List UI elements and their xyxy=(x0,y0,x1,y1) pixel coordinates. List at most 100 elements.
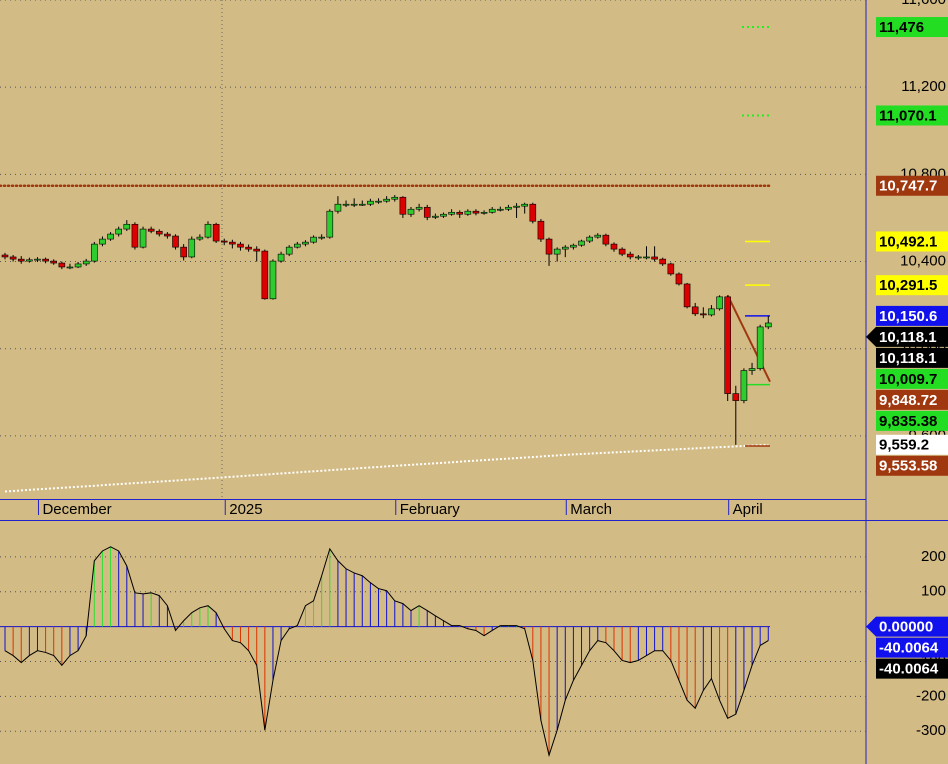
price-tag: 0.00000 xyxy=(866,616,948,637)
x-tick-label: April xyxy=(733,501,763,518)
tag-label: 9,835.38 xyxy=(879,413,937,430)
candle-body xyxy=(237,243,244,248)
candle-body xyxy=(732,393,740,401)
tag-box xyxy=(876,17,948,38)
candle-body xyxy=(220,240,228,243)
y-tick-label: 100 xyxy=(921,583,946,600)
candle-body xyxy=(497,208,504,211)
tag-box xyxy=(876,658,948,679)
tag-label: 10,150.6 xyxy=(879,308,937,325)
candle-body xyxy=(99,238,106,245)
price-tag: 11,070.1 xyxy=(876,105,948,126)
candle-body xyxy=(172,235,179,248)
candle-body xyxy=(464,210,472,215)
candle-body xyxy=(561,246,569,250)
tag-box xyxy=(876,455,948,476)
candle-body xyxy=(42,258,49,262)
x-tick-label: 2025 xyxy=(229,501,262,518)
candle-body xyxy=(188,238,196,258)
tag-label: 10,492.1 xyxy=(879,233,937,250)
candle-body xyxy=(180,246,187,258)
candle-body xyxy=(334,203,342,212)
candle-body xyxy=(724,296,731,394)
tag-box xyxy=(876,389,948,410)
candle-body xyxy=(626,253,634,258)
y-tick-label: 10,400 xyxy=(900,253,946,270)
candle-body xyxy=(602,234,610,245)
candle-body xyxy=(513,205,520,208)
candle-body xyxy=(618,248,626,255)
candle-body xyxy=(358,203,366,206)
candle-body xyxy=(383,198,390,202)
tag-arrow xyxy=(866,326,876,347)
price-tag: 10,118.1 xyxy=(866,326,948,347)
candle-body xyxy=(440,213,447,217)
price-tag: 10,747.7 xyxy=(876,175,948,196)
candle-body xyxy=(269,260,277,300)
candle-body xyxy=(9,256,17,260)
candle-body xyxy=(342,203,350,206)
candle-body xyxy=(586,236,593,242)
y-tick-label: -300 xyxy=(916,722,946,739)
candle-body xyxy=(326,210,334,238)
candle-body xyxy=(245,246,252,250)
candle-body xyxy=(748,368,756,371)
tag-box xyxy=(876,616,948,637)
candle-body xyxy=(716,296,723,310)
candle-body xyxy=(651,256,658,260)
y-tick-label: 11,200 xyxy=(901,78,946,95)
candle-body xyxy=(553,248,561,255)
candle-body xyxy=(147,228,155,232)
candle-body xyxy=(683,283,691,308)
candle-body xyxy=(472,210,480,214)
candle-body xyxy=(480,211,488,214)
moving-average xyxy=(4,443,769,493)
candle-body xyxy=(756,326,764,369)
tag-label: 10,009.7 xyxy=(879,371,937,388)
candle-body xyxy=(285,246,293,255)
price-tag: 9,559.2 xyxy=(876,434,948,455)
candle-body xyxy=(50,260,58,264)
x-tick-label: March xyxy=(570,501,612,518)
candle-body xyxy=(423,206,431,218)
candle-body xyxy=(115,228,122,235)
candle-body xyxy=(375,200,382,203)
price-tag: 10,009.7 xyxy=(876,368,948,389)
candle-body xyxy=(294,243,301,248)
x-tick-label: December xyxy=(42,501,111,518)
tag-label: 9,848.72 xyxy=(879,392,937,409)
oscillator-line xyxy=(4,546,769,758)
candle-body xyxy=(415,206,423,210)
candle-body xyxy=(253,248,261,252)
price-tag: 10,150.6 xyxy=(876,305,948,326)
candle-body xyxy=(740,370,748,401)
tag-box xyxy=(876,434,948,455)
candle-body xyxy=(505,206,512,210)
candle-body xyxy=(448,211,455,215)
candle-body xyxy=(391,196,399,200)
price-tag: 9,835.38 xyxy=(876,410,948,431)
tag-box xyxy=(876,410,948,431)
x-tick-label: February xyxy=(400,501,461,518)
tag-label: 9,553.58 xyxy=(879,458,937,475)
candle-body xyxy=(212,223,220,242)
tag-box xyxy=(876,175,948,196)
price-tag: -40.0064 xyxy=(876,658,948,679)
candle-body xyxy=(164,233,171,237)
candle-body xyxy=(261,250,269,300)
candle-body xyxy=(667,263,675,275)
tag-label: 10,118.1 xyxy=(879,329,937,346)
tag-box xyxy=(876,637,948,658)
candle-body xyxy=(107,233,114,240)
candle-body xyxy=(17,258,25,262)
tag-label: 0.00000 xyxy=(879,619,933,636)
tag-box xyxy=(876,368,948,389)
tag-label: 10,291.5 xyxy=(879,277,937,294)
candle-body xyxy=(310,236,317,243)
candle-body xyxy=(155,230,163,235)
price-tag: -40.0064 xyxy=(876,637,948,658)
tag-label: 11,476 xyxy=(879,19,924,36)
y-tick-label: -200 xyxy=(916,687,946,704)
